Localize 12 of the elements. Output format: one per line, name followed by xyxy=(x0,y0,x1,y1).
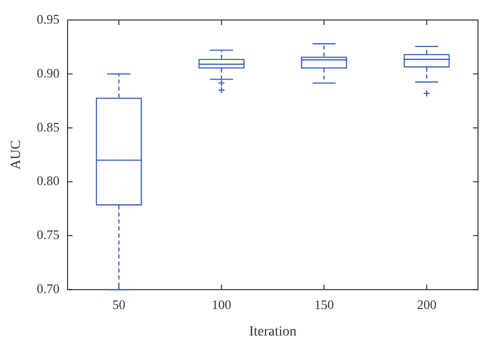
x-axis-title: Iteration xyxy=(249,324,296,340)
y-axis-title: AUC xyxy=(9,140,24,170)
y-tick-label: 0.85 xyxy=(36,119,60,134)
y-tick-label: 0.95 xyxy=(36,11,60,26)
y-tick-label: 0.70 xyxy=(36,281,60,296)
x-tick-label: 200 xyxy=(416,296,436,312)
y-tick-label: 0.90 xyxy=(36,65,60,80)
x-tick-label: 100 xyxy=(212,296,232,312)
x-tick-label: 150 xyxy=(314,296,334,312)
y-tick-label: 0.80 xyxy=(36,173,60,188)
y-tick-label: 0.75 xyxy=(36,227,60,242)
x-tick-label: 50 xyxy=(112,296,126,312)
